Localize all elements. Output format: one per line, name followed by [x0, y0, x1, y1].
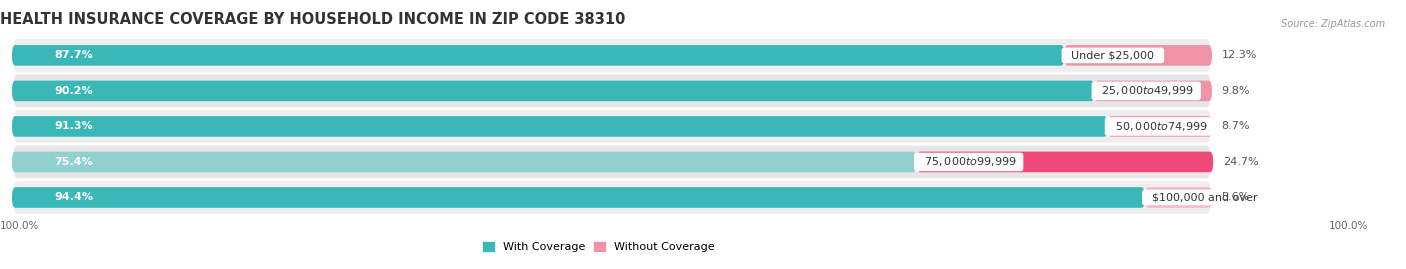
FancyBboxPatch shape: [11, 144, 1212, 179]
FancyBboxPatch shape: [11, 180, 1212, 215]
Text: 75.4%: 75.4%: [53, 157, 93, 167]
Text: 90.2%: 90.2%: [53, 86, 93, 96]
Text: 100.0%: 100.0%: [0, 221, 39, 231]
Text: $75,000 to $99,999: $75,000 to $99,999: [917, 155, 1021, 168]
Text: $100,000 and over: $100,000 and over: [1144, 193, 1264, 203]
FancyBboxPatch shape: [13, 116, 1108, 137]
Text: $50,000 to $74,999: $50,000 to $74,999: [1108, 120, 1212, 133]
Text: 12.3%: 12.3%: [1222, 50, 1257, 60]
Text: 87.7%: 87.7%: [53, 50, 93, 60]
Text: Source: ZipAtlas.com: Source: ZipAtlas.com: [1281, 19, 1385, 29]
Legend: With Coverage, Without Coverage: With Coverage, Without Coverage: [478, 237, 718, 256]
FancyBboxPatch shape: [13, 187, 1144, 208]
Text: 9.8%: 9.8%: [1222, 86, 1250, 96]
FancyBboxPatch shape: [1108, 116, 1212, 137]
FancyBboxPatch shape: [1144, 187, 1212, 208]
FancyBboxPatch shape: [13, 45, 1064, 66]
Text: 94.4%: 94.4%: [53, 193, 93, 203]
Text: 100.0%: 100.0%: [1329, 221, 1368, 231]
Text: 24.7%: 24.7%: [1223, 157, 1258, 167]
Text: HEALTH INSURANCE COVERAGE BY HOUSEHOLD INCOME IN ZIP CODE 38310: HEALTH INSURANCE COVERAGE BY HOUSEHOLD I…: [0, 12, 626, 27]
FancyBboxPatch shape: [11, 73, 1212, 108]
Text: 5.6%: 5.6%: [1222, 193, 1250, 203]
FancyBboxPatch shape: [1094, 81, 1212, 101]
Text: 8.7%: 8.7%: [1222, 121, 1250, 132]
Text: Under $25,000: Under $25,000: [1064, 50, 1161, 60]
FancyBboxPatch shape: [917, 152, 1213, 172]
FancyBboxPatch shape: [13, 152, 917, 172]
FancyBboxPatch shape: [1064, 45, 1212, 66]
Text: 91.3%: 91.3%: [53, 121, 93, 132]
FancyBboxPatch shape: [13, 81, 1094, 101]
FancyBboxPatch shape: [11, 38, 1212, 73]
FancyBboxPatch shape: [11, 109, 1212, 144]
Text: $25,000 to $49,999: $25,000 to $49,999: [1094, 84, 1198, 97]
